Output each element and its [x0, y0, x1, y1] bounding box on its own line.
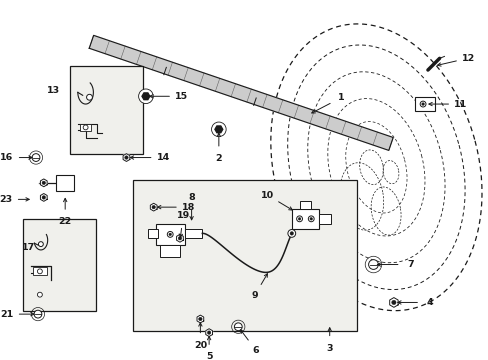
Circle shape: [421, 103, 424, 105]
Circle shape: [39, 242, 43, 247]
Circle shape: [368, 260, 378, 269]
Circle shape: [42, 196, 45, 199]
Circle shape: [211, 122, 225, 137]
Polygon shape: [205, 329, 212, 337]
Circle shape: [419, 101, 425, 107]
Text: 16: 16: [0, 153, 14, 162]
Bar: [70, 66, 142, 154]
Text: 23: 23: [0, 195, 12, 204]
Bar: [56, 175, 74, 190]
Text: 19: 19: [176, 211, 189, 220]
Text: 12: 12: [461, 54, 474, 63]
Text: 15: 15: [175, 92, 188, 101]
Polygon shape: [41, 194, 47, 201]
Circle shape: [124, 156, 128, 159]
Text: 14: 14: [157, 153, 170, 162]
Circle shape: [167, 231, 173, 237]
Circle shape: [38, 292, 42, 297]
Polygon shape: [123, 154, 129, 161]
Circle shape: [207, 331, 210, 334]
Circle shape: [138, 89, 153, 104]
Text: 13: 13: [47, 86, 60, 95]
Polygon shape: [215, 126, 222, 133]
Circle shape: [83, 125, 88, 130]
Text: 17: 17: [21, 243, 35, 252]
Polygon shape: [176, 234, 183, 242]
Circle shape: [234, 323, 242, 330]
Bar: [299, 201, 310, 209]
Polygon shape: [41, 179, 47, 187]
Circle shape: [42, 181, 45, 185]
Polygon shape: [150, 203, 157, 211]
Bar: [133, 180, 356, 330]
Circle shape: [287, 230, 295, 237]
Circle shape: [198, 317, 202, 321]
Bar: [80, 123, 91, 131]
Text: 18: 18: [182, 203, 195, 212]
Text: 8: 8: [188, 193, 195, 202]
Bar: [155, 224, 184, 245]
Bar: [33, 267, 47, 275]
Text: 1: 1: [337, 93, 344, 102]
Text: 3: 3: [326, 344, 332, 353]
Circle shape: [152, 206, 155, 209]
Circle shape: [38, 269, 42, 274]
Circle shape: [32, 154, 40, 161]
Bar: [414, 97, 434, 111]
Text: 7: 7: [407, 260, 413, 269]
Polygon shape: [197, 315, 203, 323]
Circle shape: [289, 231, 293, 235]
Text: 5: 5: [205, 352, 212, 360]
Bar: [23, 219, 96, 311]
Circle shape: [309, 217, 312, 220]
Bar: [291, 209, 318, 229]
Circle shape: [296, 216, 302, 222]
Polygon shape: [142, 93, 149, 100]
Polygon shape: [389, 298, 397, 307]
Bar: [147, 229, 157, 238]
Text: 22: 22: [59, 217, 72, 226]
Text: 4: 4: [426, 298, 432, 307]
Bar: [160, 245, 180, 257]
Circle shape: [168, 233, 171, 236]
Text: 20: 20: [193, 341, 206, 350]
Circle shape: [308, 216, 313, 222]
Text: 6: 6: [252, 346, 259, 355]
Circle shape: [34, 310, 42, 318]
Text: 10: 10: [261, 191, 274, 200]
Bar: [318, 214, 330, 224]
Text: 21: 21: [0, 310, 14, 319]
Polygon shape: [89, 35, 392, 150]
Bar: [184, 229, 202, 238]
Text: 11: 11: [453, 100, 467, 109]
Circle shape: [178, 237, 182, 240]
Circle shape: [391, 300, 395, 305]
Circle shape: [86, 94, 92, 100]
Circle shape: [298, 217, 300, 220]
Text: 2: 2: [215, 154, 222, 163]
Text: 9: 9: [251, 291, 258, 300]
